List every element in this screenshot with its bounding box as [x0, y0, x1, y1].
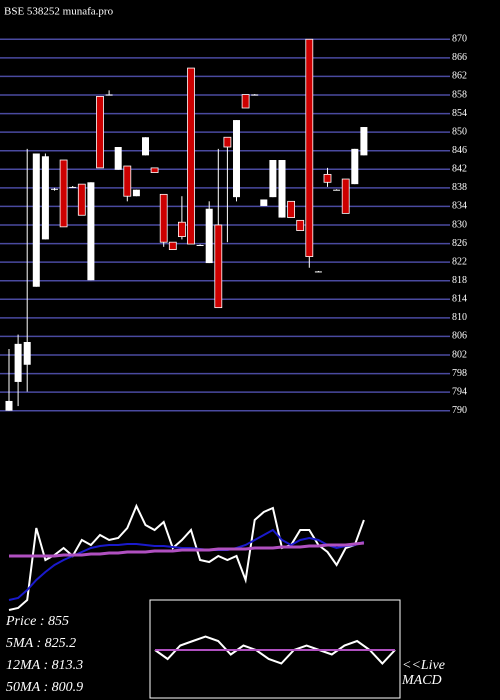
- y-tick-label: 822: [452, 256, 467, 267]
- y-tick-label: 802: [452, 349, 467, 360]
- candle-body: [14, 343, 22, 382]
- candle-body: [278, 160, 286, 218]
- candle-body: [96, 95, 104, 169]
- candle-body: [51, 188, 58, 190]
- candle-body: [23, 342, 31, 365]
- candle-body: [269, 160, 277, 198]
- candle-body: [150, 167, 159, 173]
- y-tick-label: 798: [452, 368, 467, 379]
- candle-body: [287, 200, 296, 218]
- candle-body: [5, 400, 13, 411]
- y-tick-label: 858: [452, 89, 467, 100]
- info-text: 5MA : 825.2: [6, 636, 76, 651]
- candle-body: [105, 94, 113, 96]
- candle-body: [305, 38, 314, 257]
- y-tick-label: 826: [452, 238, 467, 249]
- candle-body: [187, 67, 195, 245]
- info-text: 50MA : 800.9: [6, 680, 83, 695]
- macd-label: MACD: [401, 673, 442, 688]
- candle-body: [233, 120, 240, 198]
- indicator-line: [8, 528, 365, 601]
- candle-body: [32, 153, 40, 287]
- candle-body: [351, 148, 359, 185]
- macd-label: <<Live: [402, 658, 445, 673]
- candle-body: [123, 165, 132, 197]
- candle-body: [223, 136, 232, 148]
- indicator-line: [9, 541, 365, 558]
- candle-body: [69, 186, 77, 188]
- candle-body: [168, 241, 177, 251]
- y-tick-label: 794: [452, 386, 467, 397]
- candle-body: [132, 189, 140, 197]
- y-tick-label: 790: [452, 405, 467, 416]
- y-tick-label: 854: [452, 108, 467, 119]
- y-tick-label: 842: [452, 164, 467, 175]
- candle-body: [41, 156, 49, 240]
- indicator-line: [8, 503, 365, 611]
- candle-body: [87, 182, 95, 281]
- candle-body: [177, 221, 186, 238]
- candle-body: [214, 224, 223, 309]
- candle-body: [333, 189, 341, 191]
- info-text: Price : 855: [5, 614, 69, 629]
- y-tick-label: 830: [452, 219, 467, 230]
- candle-body: [260, 199, 268, 206]
- candle-body: [196, 244, 204, 246]
- candle-body: [251, 94, 259, 96]
- candle-body: [77, 183, 86, 216]
- y-tick-label: 862: [452, 71, 467, 82]
- y-tick-label: 870: [452, 34, 467, 45]
- candle-body: [360, 127, 368, 156]
- candle-body: [296, 219, 305, 231]
- y-tick-label: 814: [452, 294, 467, 305]
- candle-body: [159, 193, 168, 243]
- candle-body: [314, 271, 322, 273]
- y-tick-label: 818: [452, 275, 467, 286]
- chart-title: BSE 538252 munafa.pro: [4, 6, 114, 18]
- y-tick-label: 850: [452, 126, 467, 137]
- info-text: 12MA : 813.3: [6, 658, 83, 673]
- macd-box: [149, 599, 401, 699]
- candle-body: [59, 159, 68, 228]
- y-tick-label: 806: [452, 331, 467, 342]
- y-tick-label: 838: [452, 182, 467, 193]
- macd-line: [154, 635, 396, 665]
- candle-body: [323, 173, 332, 183]
- y-tick-label: 834: [452, 201, 467, 212]
- y-tick-label: 810: [452, 312, 467, 323]
- candle-body: [241, 94, 250, 109]
- candle-body: [341, 178, 350, 214]
- y-tick-label: 866: [452, 52, 467, 63]
- candle-body: [205, 208, 213, 264]
- y-tick-label: 846: [452, 145, 467, 156]
- candle-body: [114, 147, 122, 170]
- candle-body: [142, 137, 149, 156]
